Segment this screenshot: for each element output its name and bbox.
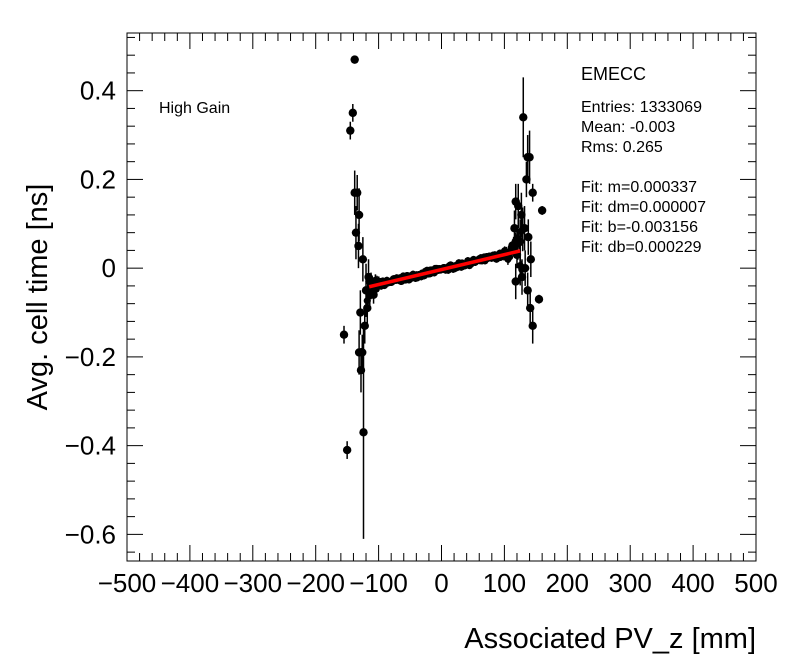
data-point xyxy=(350,55,359,64)
y-tick-label: 0.2 xyxy=(80,164,116,194)
data-point xyxy=(523,153,532,162)
x-axis-title: Associated PV_z [mm] xyxy=(464,623,756,655)
x-tick-label: 100 xyxy=(483,568,526,598)
data-point xyxy=(522,175,531,184)
data-point xyxy=(517,272,527,282)
stats-fit-b: Fit: b=-0.003156 xyxy=(581,219,698,236)
x-tick-label: −200 xyxy=(286,568,345,598)
data-point xyxy=(369,290,378,299)
data-point xyxy=(510,224,519,233)
data-point xyxy=(537,206,547,215)
data-point xyxy=(356,308,365,317)
data-point xyxy=(358,255,368,264)
y-axis-tick-labels: −0.6 −0.4 −0.2 0 0.2 0.4 xyxy=(65,76,116,550)
x-tick-label: −500 xyxy=(98,568,157,598)
stats-fit-m: Fit: m=0.000337 xyxy=(581,179,697,196)
x-tick-label: −100 xyxy=(349,568,408,598)
data-point xyxy=(356,366,366,375)
stats-fit-dm: Fit: dm=0.000007 xyxy=(581,199,706,216)
stats-mean: Mean: -0.003 xyxy=(581,119,675,136)
dense-data-band xyxy=(363,207,527,315)
x-axis-tick-labels: −500 −400 −300 −200 −100 0 100 200 300 400 500 xyxy=(98,568,778,598)
high-gain-annotation: High Gain xyxy=(159,100,230,117)
data-point xyxy=(519,113,528,122)
stats-box-title: EMECC xyxy=(581,64,646,84)
data-point xyxy=(520,224,529,233)
stats-rms: Rms: 0.265 xyxy=(581,139,663,156)
data-point xyxy=(348,108,358,118)
stats-entries: Entries: 1333069 xyxy=(581,99,702,116)
fit-line xyxy=(368,249,521,289)
stats-box: EMECC Entries: 1333069 Mean: -0.003 Rms:… xyxy=(581,64,706,256)
x-tick-label: 0 xyxy=(434,568,448,598)
data-point xyxy=(339,330,349,339)
y-tick-label: 0.4 xyxy=(80,76,116,106)
x-axis-ticks xyxy=(126,33,757,561)
data-point xyxy=(354,210,364,220)
data-point xyxy=(520,263,530,273)
data-point xyxy=(528,321,537,331)
data-point xyxy=(514,201,523,211)
y-axis-title: Avg. cell time [ns] xyxy=(22,184,54,411)
data-point xyxy=(342,445,352,455)
data-point xyxy=(526,255,536,264)
x-tick-label: −400 xyxy=(161,568,220,598)
data-point xyxy=(515,237,525,246)
data-point xyxy=(511,277,520,286)
x-tick-label: 200 xyxy=(546,568,589,598)
y-axis-ticks xyxy=(127,36,756,553)
x-tick-label: 300 xyxy=(609,568,652,598)
fit-line-group xyxy=(368,249,521,289)
x-tick-label: 400 xyxy=(671,568,714,598)
stats-fit-db: Fit: db=0.000229 xyxy=(581,239,702,256)
data-point xyxy=(528,188,537,197)
data-points xyxy=(339,55,547,539)
x-tick-label: 500 xyxy=(734,568,777,598)
data-point xyxy=(534,295,544,304)
data-point xyxy=(354,241,363,251)
data-point xyxy=(359,428,368,437)
data-point xyxy=(517,210,526,220)
y-tick-label: −0.4 xyxy=(65,431,116,461)
data-point xyxy=(353,188,362,197)
data-point xyxy=(524,232,533,242)
y-tick-label: −0.6 xyxy=(65,519,116,549)
data-point xyxy=(358,348,367,357)
y-tick-label: 0 xyxy=(102,253,116,283)
y-tick-label: −0.2 xyxy=(65,342,116,372)
x-tick-label: −300 xyxy=(224,568,283,598)
data-point xyxy=(346,126,355,135)
